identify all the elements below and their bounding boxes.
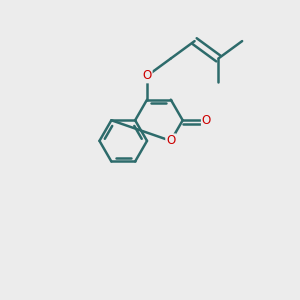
Text: O: O — [166, 134, 176, 147]
Text: O: O — [142, 69, 152, 82]
Text: O: O — [202, 114, 211, 127]
